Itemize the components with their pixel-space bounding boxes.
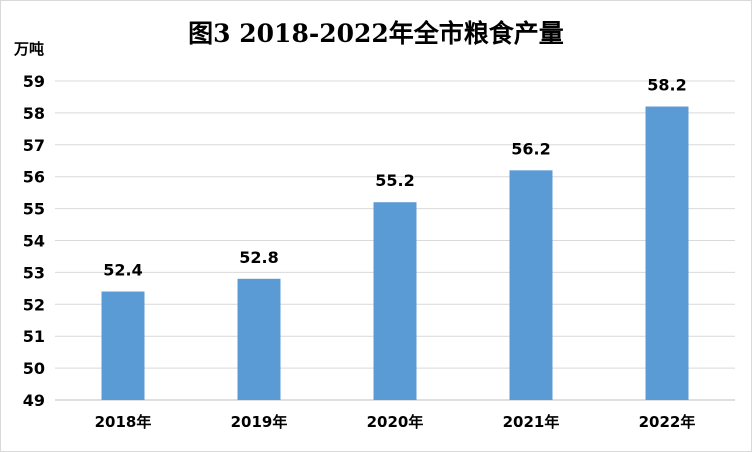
bar: [373, 202, 417, 400]
y-tick-label: 49: [23, 391, 45, 410]
x-category-label: 2020年: [367, 413, 424, 431]
bar: [237, 278, 281, 400]
bar: [509, 170, 553, 400]
y-tick-label: 52: [23, 295, 45, 314]
y-tick-label: 54: [23, 232, 45, 251]
y-axis-ticks: 49 50 51 52 53 54 55 56 57 58 59: [23, 72, 45, 410]
data-label: 58.2: [647, 76, 686, 95]
data-label: 56.2: [511, 139, 550, 158]
y-tick-label: 50: [23, 359, 45, 378]
y-axis-unit-label: 万吨: [14, 40, 45, 58]
data-labels: 52.4 52.8 55.2 56.2 58.2: [103, 76, 686, 280]
data-label: 52.4: [103, 261, 142, 280]
y-tick-label: 59: [23, 72, 45, 91]
chart-title: 图3 2018-2022年全市粮食产量: [188, 19, 564, 48]
x-category-label: 2018年: [95, 413, 152, 431]
x-axis-categories: 2018年 2019年 2020年 2021年 2022年: [95, 413, 696, 431]
data-label: 52.8: [239, 248, 278, 267]
bar: [645, 106, 689, 401]
bar: [101, 291, 145, 400]
x-category-label: 2021年: [503, 413, 560, 431]
y-tick-label: 53: [23, 263, 45, 282]
x-category-label: 2019年: [231, 413, 288, 431]
y-tick-label: 55: [23, 200, 45, 219]
y-tick-label: 58: [23, 104, 45, 123]
data-label: 55.2: [375, 171, 414, 190]
bars: [101, 106, 689, 401]
y-tick-label: 57: [23, 136, 45, 155]
x-category-label: 2022年: [639, 413, 696, 431]
y-tick-label: 51: [23, 327, 45, 346]
y-tick-label: 56: [23, 168, 45, 187]
